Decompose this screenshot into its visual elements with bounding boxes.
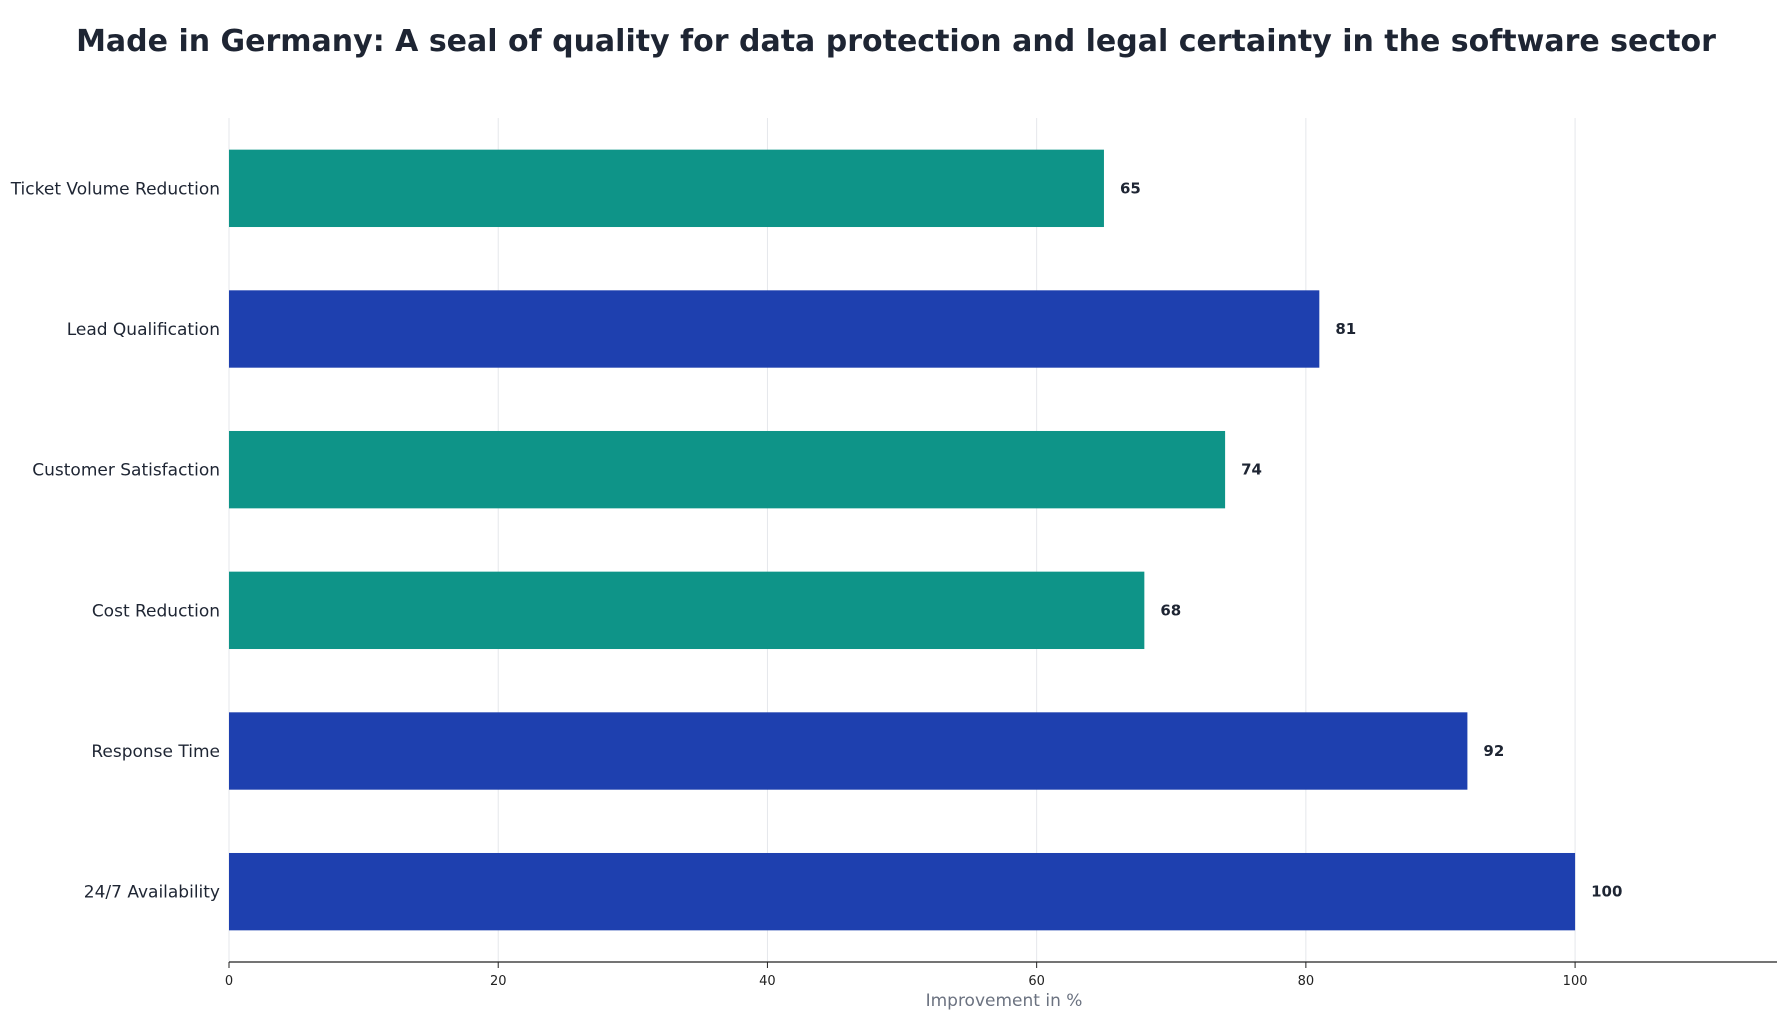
value-label: 81 xyxy=(1335,320,1356,338)
bar xyxy=(229,290,1320,368)
bars xyxy=(229,149,1576,931)
value-label: 65 xyxy=(1120,179,1141,197)
x-tick-label: 20 xyxy=(490,974,507,989)
x-tick-label: 0 xyxy=(225,974,233,989)
bar xyxy=(229,852,1576,931)
x-axis: 0 20 40 60 80 100 xyxy=(225,961,1777,989)
x-axis-title: Improvement in % xyxy=(926,991,1083,1011)
x-tick-label: 60 xyxy=(1028,974,1045,989)
bar xyxy=(229,571,1145,650)
x-tick-label: 80 xyxy=(1298,974,1315,989)
labels: Ticket Volume Reduction 65 Lead Qualificat… xyxy=(10,179,1623,902)
chart-title: Made in Germany: A seal of quality for d… xyxy=(76,24,1716,59)
category-label: 24/7 Availability xyxy=(84,883,220,903)
bar xyxy=(229,712,1468,790)
x-tick-label: 100 xyxy=(1563,974,1588,989)
category-label: Response Time xyxy=(91,742,220,762)
x-tick-label: 40 xyxy=(759,974,776,989)
gridlines xyxy=(228,118,1576,962)
category-label: Lead Qualification xyxy=(67,320,220,340)
category-label: Ticket Volume Reduction xyxy=(10,179,220,199)
value-label: 92 xyxy=(1483,742,1504,760)
value-label: 68 xyxy=(1160,601,1181,619)
category-label: Cost Reduction xyxy=(92,601,220,621)
value-label: 74 xyxy=(1241,461,1262,479)
bar xyxy=(229,149,1104,228)
value-label: 100 xyxy=(1591,883,1622,901)
bar xyxy=(229,430,1226,509)
category-label: Customer Satisfaction xyxy=(32,461,220,481)
